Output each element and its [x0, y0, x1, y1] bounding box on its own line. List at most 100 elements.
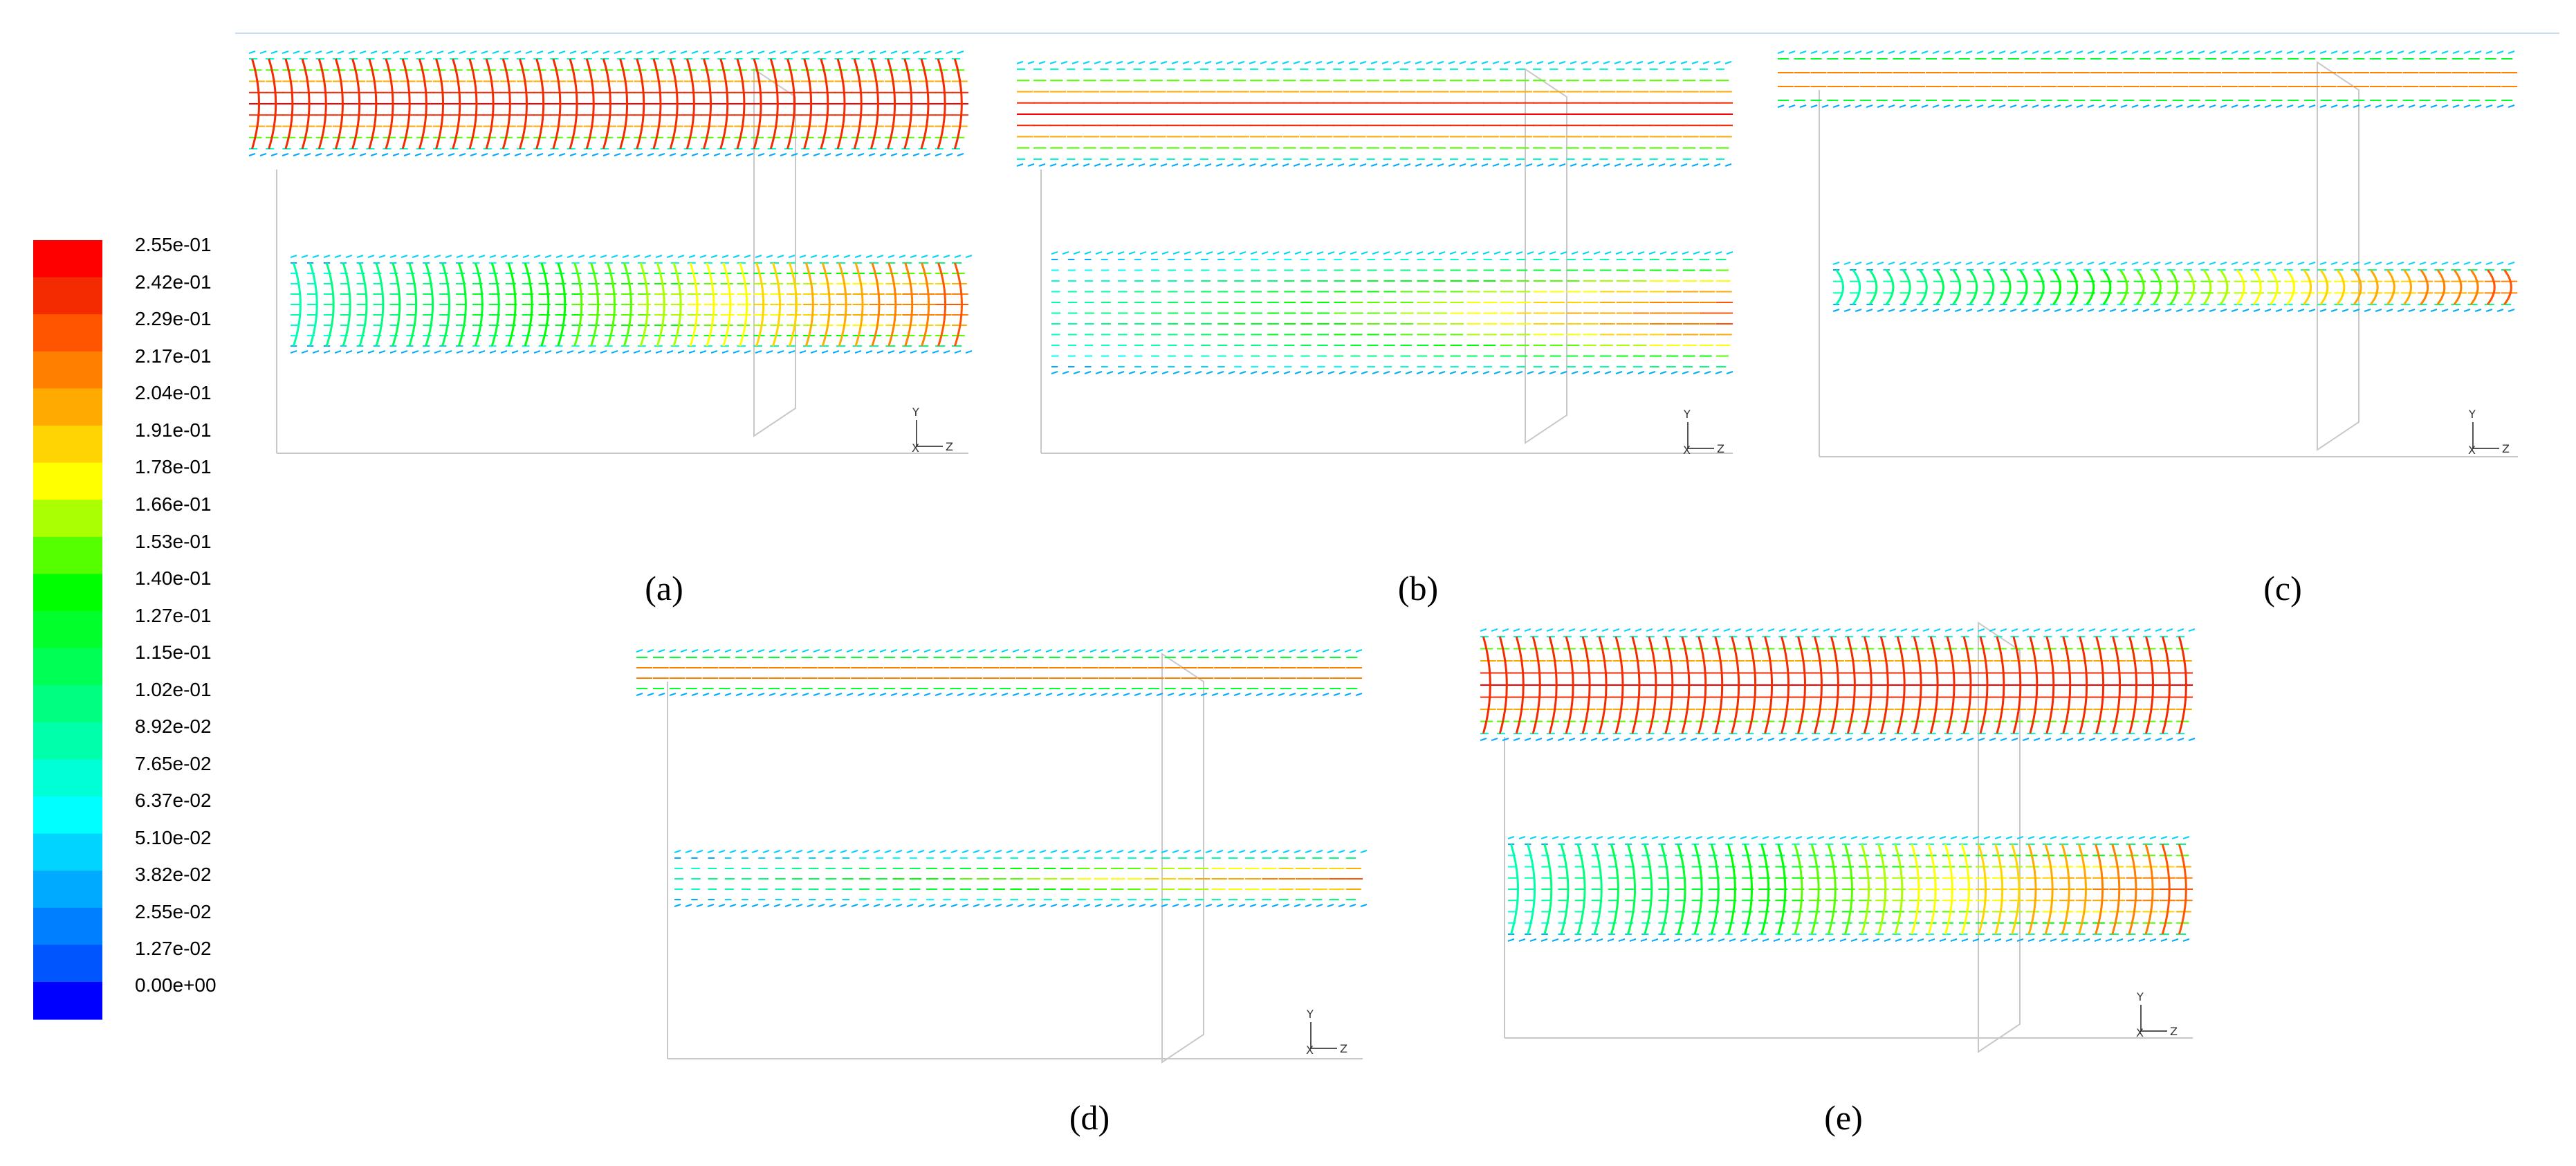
- wall-vector: [1734, 628, 1742, 632]
- wall-vector: [1062, 371, 1069, 374]
- wall-vector: [2474, 262, 2482, 265]
- wall-vector: [1106, 251, 1114, 255]
- wall-vector: [1271, 163, 1278, 167]
- velocity-profile-arc: [2095, 844, 2104, 935]
- wall-vector: [1658, 61, 1666, 64]
- wall-vector: [1127, 163, 1134, 167]
- wall-vector: [1145, 649, 1152, 653]
- wall-vector: [2076, 309, 2083, 312]
- wall-vector: [1899, 51, 1906, 54]
- wall-vector: [899, 255, 906, 258]
- wall-vector: [950, 850, 958, 853]
- wall-vector: [1260, 904, 1268, 907]
- wall-vector: [1788, 104, 1796, 108]
- velocity-profile-arc: [301, 58, 311, 149]
- wall-vector: [1206, 251, 1213, 255]
- wall-vector: [788, 350, 795, 354]
- wall-vector: [2386, 104, 2393, 108]
- wall-vector: [1866, 51, 1873, 54]
- wall-vector: [1867, 738, 1875, 741]
- wall-vector: [1289, 649, 1296, 653]
- wall-vector: [1028, 850, 1036, 853]
- wall-vector: [857, 153, 865, 156]
- wall-vector: [2430, 51, 2438, 54]
- colorbar-label: 2.29e-01: [135, 308, 212, 329]
- wall-vector: [1944, 738, 1952, 741]
- wall-vector: [434, 255, 441, 258]
- wall-vector: [735, 693, 743, 696]
- wall-vector: [2065, 262, 2072, 265]
- velocity-profile-arc: [2128, 844, 2137, 935]
- colorbar-swatch: [33, 462, 102, 501]
- wall-vector: [567, 255, 574, 258]
- wall-vector: [1071, 163, 1079, 167]
- wall-vector: [611, 255, 618, 258]
- wall-vector: [710, 255, 718, 258]
- velocity-profile-arc: [672, 262, 682, 347]
- colorbar-swatch: [33, 796, 102, 835]
- wall-vector: [1238, 850, 1246, 853]
- wall-vector: [2083, 938, 2090, 942]
- wall-vector: [1527, 371, 1534, 374]
- wall-vector: [713, 153, 721, 156]
- panel-a: YZX: [248, 51, 973, 455]
- wall-vector: [1648, 251, 1656, 255]
- wall-vector: [1250, 371, 1258, 374]
- wall-vector: [1861, 938, 1869, 942]
- wall-vector: [2364, 262, 2371, 265]
- colorbar-label: 1.66e-01: [135, 493, 212, 515]
- wall-vector: [1601, 628, 1609, 632]
- colorbar-swatch: [33, 351, 102, 390]
- wall-vector: [636, 51, 643, 54]
- wall-vector: [1884, 938, 1891, 942]
- wall-vector: [1560, 251, 1567, 255]
- wall-vector: [1989, 738, 1996, 741]
- wall-vector: [1889, 738, 1897, 741]
- wall-vector: [1149, 163, 1157, 167]
- wall-vector: [1315, 61, 1323, 64]
- wall-vector: [1954, 104, 1962, 108]
- wall-vector: [1278, 649, 1285, 653]
- wall-vector: [2353, 309, 2360, 312]
- velocity-profile-arc: [375, 262, 385, 347]
- wall-vector: [367, 350, 375, 354]
- wall-vector: [1546, 738, 1554, 741]
- wall-vector: [2043, 51, 2050, 54]
- wall-vector: [1139, 251, 1147, 255]
- wall-vector: [2094, 938, 2101, 942]
- wall-vector: [270, 153, 278, 156]
- wall-vector: [423, 350, 430, 354]
- wall-vector: [425, 51, 433, 54]
- panel-b: YZX: [1016, 61, 1733, 457]
- wall-vector: [1271, 904, 1279, 907]
- velocity-profile-arc: [452, 58, 461, 149]
- wall-vector: [1160, 61, 1168, 64]
- colorbar-swatch: [33, 722, 102, 760]
- colorbar-label: 1.27e-01: [135, 605, 212, 626]
- wall-vector: [1987, 51, 1995, 54]
- wall-vector: [2330, 104, 2338, 108]
- wall-vector: [370, 153, 378, 156]
- wall-vector: [846, 649, 854, 653]
- wall-vector: [957, 153, 964, 156]
- wall-vector: [1238, 904, 1246, 907]
- wall-vector: [1491, 628, 1498, 632]
- wall-vector: [2066, 738, 2074, 741]
- wall-vector: [2164, 104, 2172, 108]
- wall-vector: [2120, 51, 2128, 54]
- wall-vector: [1726, 371, 1733, 374]
- velocity-profile-arc: [1698, 636, 1707, 734]
- wall-vector: [536, 153, 544, 156]
- wall-vector: [1505, 251, 1512, 255]
- wall-vector: [1592, 61, 1599, 64]
- wall-vector: [769, 51, 776, 54]
- wall-vector: [1691, 61, 1699, 64]
- wall-vector: [1762, 836, 1769, 839]
- wall-vector: [644, 255, 652, 258]
- wall-vector: [1415, 61, 1422, 64]
- wall-vector: [688, 350, 696, 354]
- wall-vector: [1305, 850, 1312, 853]
- wall-vector: [1028, 904, 1036, 907]
- wall-vector: [1316, 371, 1324, 374]
- wall-vector: [2110, 738, 2118, 741]
